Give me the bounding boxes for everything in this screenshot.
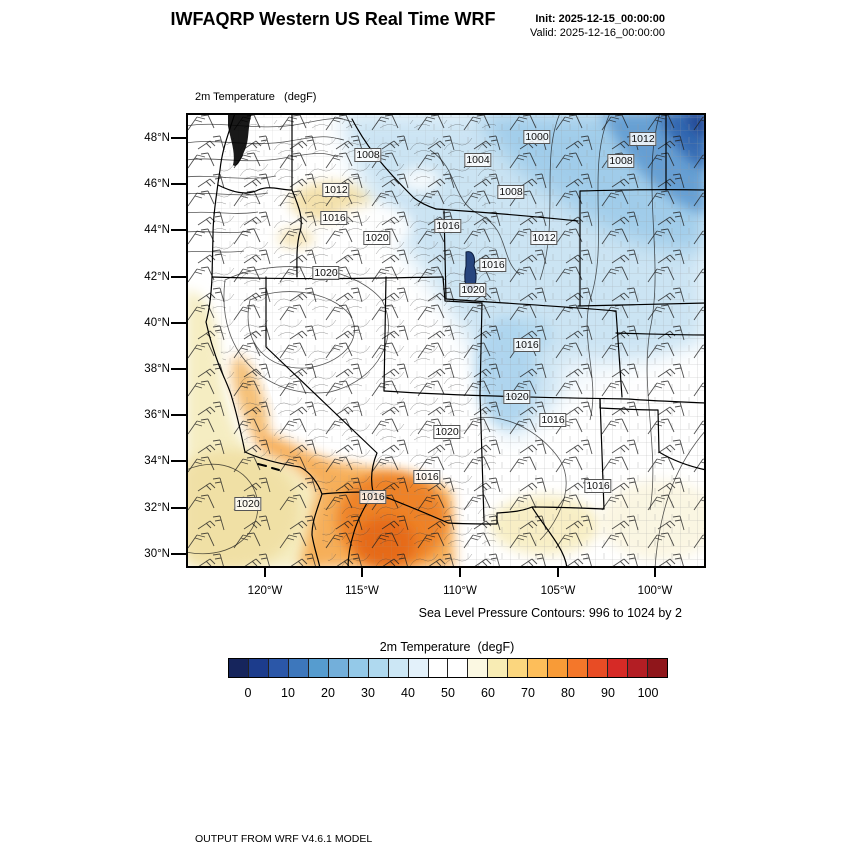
colorbar-tick-label: 40: [401, 686, 415, 700]
lat-axis-label: 42°N: [144, 271, 170, 283]
lat-axis-label: 46°N: [144, 178, 170, 190]
lat-axis-label: 38°N: [144, 363, 170, 375]
colorbar-cell: [267, 659, 288, 677]
colorbar-cell: [507, 659, 528, 677]
lon-axis-tick: [361, 568, 363, 577]
colorbar-tick-label: 0: [244, 686, 252, 700]
lon-axis-tick: [557, 568, 559, 577]
colorbar-tick-label: 70: [521, 686, 535, 700]
lat-axis-tick: [171, 460, 186, 462]
colorbar-cell: [407, 659, 428, 677]
colorbar-cell: [427, 659, 448, 677]
lat-axis-tick: [171, 137, 186, 139]
weather-map: [186, 113, 706, 568]
model-footer: OUTPUT FROM WRF V4.6.1 MODEL WE = 310 ; …: [195, 806, 608, 850]
colorbar-tick-label: 100: [637, 686, 659, 700]
lat-axis-label: 30°N: [144, 548, 170, 560]
lon-axis-label: 115°W: [345, 585, 379, 597]
lon-axis-label: 105°W: [540, 585, 576, 597]
colorbar-cell: [367, 659, 388, 677]
colorbar-tick-label: 10: [281, 686, 295, 700]
temperature-colorbar: [228, 658, 668, 678]
colorbar-cell: [347, 659, 368, 677]
colorbar-cell: [527, 659, 548, 677]
legend-line-temperature: 2m Temperature (degF): [195, 91, 317, 103]
lat-axis-tick: [171, 553, 186, 555]
colorbar-cell: [627, 659, 648, 677]
colorbar-tick-label: 90: [601, 686, 615, 700]
colorbar-cell: [307, 659, 328, 677]
colorbar-tick-label: 60: [481, 686, 495, 700]
lon-axis-tick: [264, 568, 266, 577]
lat-axis-tick: [171, 322, 186, 324]
colorbar-cell: [387, 659, 408, 677]
colorbar-cell: [447, 659, 468, 677]
lat-axis-tick: [171, 507, 186, 509]
colorbar-cell: [647, 659, 667, 677]
init-time: Init: 2025-12-15_00:00:00: [535, 13, 665, 25]
map-frame: [186, 113, 706, 568]
colorbar-cell: [467, 659, 488, 677]
colorbar-cell: [247, 659, 268, 677]
colorbar-cell: [287, 659, 308, 677]
valid-time: Valid: 2025-12-16_00:00:00: [530, 27, 665, 39]
model-times: Init: 2025-12-15_00:00:00 Valid: 2025-12…: [530, 12, 665, 40]
lon-axis-label: 120°W: [247, 585, 283, 597]
lat-axis-tick: [171, 183, 186, 185]
colorbar-title: 2m Temperature (degF): [379, 640, 515, 654]
lat-axis-label: 32°N: [144, 502, 170, 514]
page-title: IWFAQRP Western US Real Time WRF: [170, 9, 496, 29]
footer-model-line: OUTPUT FROM WRF V4.6.1 MODEL: [195, 833, 373, 845]
colorbar-tick-label: 20: [321, 686, 335, 700]
colorbar-tick-label: 80: [561, 686, 575, 700]
lat-axis-tick: [171, 276, 186, 278]
lat-axis-label: 44°N: [144, 224, 170, 236]
lat-axis-tick: [171, 414, 186, 416]
state-border-layer: [205, 113, 706, 568]
colorbar-tick-label: 50: [441, 686, 455, 700]
wind-barb-layer: [186, 113, 706, 568]
colorbar-cell: [567, 659, 588, 677]
lat-axis-tick: [171, 229, 186, 231]
lon-axis-label: 110°W: [443, 585, 477, 597]
lat-axis-label: 36°N: [144, 409, 170, 421]
colorbar-cell: [229, 659, 248, 677]
lon-axis-tick: [654, 568, 656, 577]
lon-axis-label: 100°W: [637, 585, 673, 597]
lat-axis-tick: [171, 368, 186, 370]
colorbar-cell: [547, 659, 568, 677]
lat-axis-label: 48°N: [144, 132, 170, 144]
lat-axis-label: 40°N: [144, 317, 170, 329]
colorbar-cell: [487, 659, 508, 677]
colorbar-tick-label: 30: [361, 686, 375, 700]
colorbar-cell: [327, 659, 348, 677]
colorbar-cell: [587, 659, 608, 677]
contour-caption: Sea Level Pressure Contours: 996 to 1024…: [418, 606, 682, 620]
lat-axis-label: 34°N: [144, 455, 170, 467]
colorbar-cell: [607, 659, 628, 677]
lon-axis-tick: [459, 568, 461, 577]
